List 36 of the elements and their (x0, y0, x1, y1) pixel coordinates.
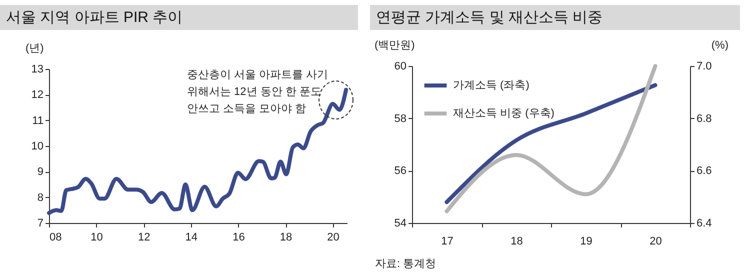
y2-tick-label: 6.8 (696, 112, 712, 125)
x-tick-label: 19 (580, 236, 592, 248)
x-tick-label: 20 (327, 232, 340, 244)
y-tick-label: 13 (31, 64, 44, 76)
x-tick-label: 20 (650, 236, 662, 248)
chart-title: 서울 지역 아파트 PIR 추이 (0, 5, 358, 30)
x-tick-label: 18 (280, 232, 292, 244)
legend-label: 재산소득 비중 (우축) (453, 108, 554, 120)
chart-title: 연평균 가계소득 및 재산소득 비중 (370, 5, 740, 30)
line-series (444, 64, 658, 214)
annotation: 중산층이 서울 아파트를 사기 위해서는 12년 동안 한 푼도 안쓰고 소득을 모아야 함 (187, 69, 328, 115)
y-tick-label: 12 (31, 89, 44, 102)
x-tick-label: 17 (441, 236, 454, 248)
y-axis-title: (년) (26, 42, 44, 54)
y-tick-label: 10 (31, 140, 44, 152)
x-tick-label: 14 (185, 232, 198, 244)
x-tick-label: 08 (50, 232, 62, 244)
legend-label: 가계소득 (좌축) (453, 80, 530, 92)
x-tick-label: 18 (510, 236, 523, 248)
y2-tick-label: 6.6 (696, 165, 712, 178)
x-tick-label: 16 (232, 232, 245, 244)
y-tick-label: 54 (394, 218, 406, 230)
y-tick-label: 56 (394, 165, 406, 178)
y-tick-label: 8 (37, 192, 44, 204)
y2-tick-label: 6.4 (696, 218, 712, 230)
y-tick-label: 60 (394, 60, 406, 72)
text: 자료: 통계청 (375, 258, 436, 270)
y-tick-label: 58 (394, 112, 406, 125)
y-tick-label: 11 (32, 114, 44, 127)
x-tick-label: 10 (90, 232, 103, 244)
y-tick-label: 7 (37, 218, 44, 230)
y-tick-label: 9 (37, 166, 44, 178)
y2-tick-label: 7.0 (696, 60, 712, 72)
y-axis-title: (백만원) (374, 40, 415, 52)
y2-axis-title: (%) (711, 40, 728, 52)
x-tick-label: 12 (138, 232, 150, 244)
